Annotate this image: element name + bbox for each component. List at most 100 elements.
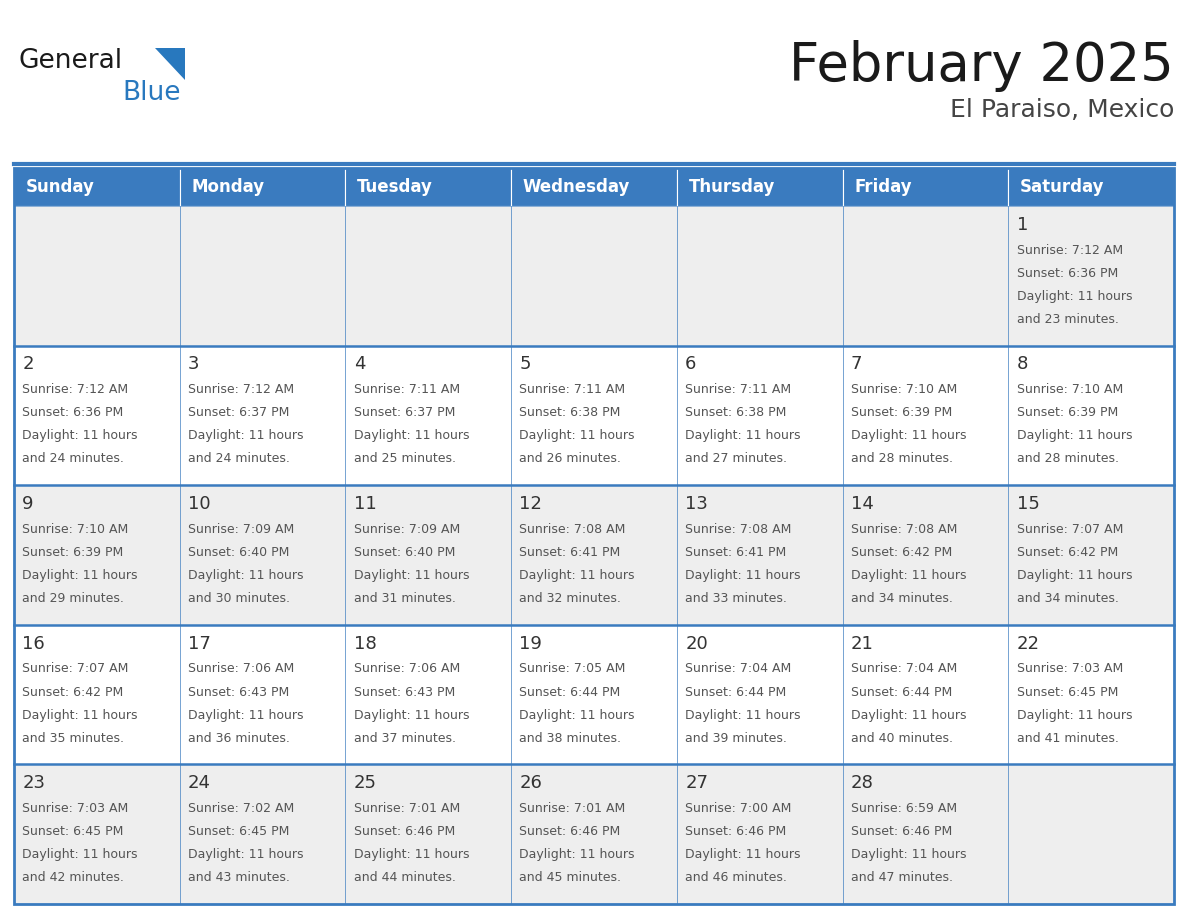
Text: 13: 13	[685, 495, 708, 513]
FancyBboxPatch shape	[14, 345, 179, 486]
Text: Sunset: 6:41 PM: Sunset: 6:41 PM	[685, 546, 786, 559]
FancyBboxPatch shape	[1009, 206, 1174, 345]
Text: Daylight: 11 hours: Daylight: 11 hours	[354, 569, 469, 582]
Text: Sunset: 6:38 PM: Sunset: 6:38 PM	[519, 407, 621, 420]
Text: 15: 15	[1017, 495, 1040, 513]
Text: Saturday: Saturday	[1019, 178, 1105, 196]
Text: and 38 minutes.: and 38 minutes.	[519, 732, 621, 744]
Text: Sunset: 6:38 PM: Sunset: 6:38 PM	[685, 407, 786, 420]
Text: and 29 minutes.: and 29 minutes.	[23, 592, 125, 605]
Text: Daylight: 11 hours: Daylight: 11 hours	[188, 569, 303, 582]
Text: 21: 21	[851, 634, 873, 653]
Text: Daylight: 11 hours: Daylight: 11 hours	[851, 430, 966, 442]
Text: and 28 minutes.: and 28 minutes.	[851, 453, 953, 465]
Text: Friday: Friday	[854, 178, 912, 196]
Text: 28: 28	[851, 774, 873, 792]
Text: Sunset: 6:40 PM: Sunset: 6:40 PM	[188, 546, 290, 559]
Text: and 39 minutes.: and 39 minutes.	[685, 732, 786, 744]
FancyBboxPatch shape	[1009, 486, 1174, 625]
Text: Sunset: 6:36 PM: Sunset: 6:36 PM	[23, 407, 124, 420]
Text: Sunset: 6:42 PM: Sunset: 6:42 PM	[23, 686, 124, 699]
Text: Sunrise: 7:04 AM: Sunrise: 7:04 AM	[685, 663, 791, 676]
Text: 11: 11	[354, 495, 377, 513]
Text: and 45 minutes.: and 45 minutes.	[519, 871, 621, 884]
FancyBboxPatch shape	[511, 625, 677, 765]
Text: 23: 23	[23, 774, 45, 792]
FancyBboxPatch shape	[14, 625, 179, 765]
FancyBboxPatch shape	[346, 345, 511, 486]
Text: 2: 2	[23, 355, 33, 374]
Text: 20: 20	[685, 634, 708, 653]
Text: Sunset: 6:46 PM: Sunset: 6:46 PM	[519, 825, 620, 838]
Text: Daylight: 11 hours: Daylight: 11 hours	[519, 709, 634, 722]
Text: Daylight: 11 hours: Daylight: 11 hours	[1017, 290, 1132, 303]
Text: 14: 14	[851, 495, 873, 513]
Text: Daylight: 11 hours: Daylight: 11 hours	[188, 709, 303, 722]
Text: Blue: Blue	[122, 80, 181, 106]
Text: Sunset: 6:39 PM: Sunset: 6:39 PM	[851, 407, 952, 420]
Text: 17: 17	[188, 634, 211, 653]
FancyBboxPatch shape	[14, 486, 179, 625]
FancyBboxPatch shape	[14, 206, 179, 345]
Text: 9: 9	[23, 495, 33, 513]
Text: Sunrise: 7:09 AM: Sunrise: 7:09 AM	[188, 523, 295, 536]
Text: Sunset: 6:44 PM: Sunset: 6:44 PM	[685, 686, 786, 699]
Text: Sunset: 6:41 PM: Sunset: 6:41 PM	[519, 546, 620, 559]
Text: Sunrise: 7:01 AM: Sunrise: 7:01 AM	[519, 802, 626, 815]
FancyBboxPatch shape	[179, 206, 346, 345]
Text: Sunrise: 7:07 AM: Sunrise: 7:07 AM	[23, 663, 128, 676]
Text: Daylight: 11 hours: Daylight: 11 hours	[685, 848, 801, 861]
FancyBboxPatch shape	[677, 625, 842, 765]
FancyBboxPatch shape	[842, 625, 1009, 765]
Text: Daylight: 11 hours: Daylight: 11 hours	[685, 430, 801, 442]
Text: El Paraiso, Mexico: El Paraiso, Mexico	[949, 98, 1174, 122]
Text: Sunrise: 6:59 AM: Sunrise: 6:59 AM	[851, 802, 958, 815]
FancyBboxPatch shape	[842, 168, 1009, 206]
Text: Daylight: 11 hours: Daylight: 11 hours	[188, 430, 303, 442]
Text: and 36 minutes.: and 36 minutes.	[188, 732, 290, 744]
Text: February 2025: February 2025	[789, 40, 1174, 92]
Text: Sunset: 6:43 PM: Sunset: 6:43 PM	[188, 686, 289, 699]
Text: Sunset: 6:42 PM: Sunset: 6:42 PM	[1017, 546, 1118, 559]
Text: Daylight: 11 hours: Daylight: 11 hours	[188, 848, 303, 861]
Text: Sunrise: 7:11 AM: Sunrise: 7:11 AM	[519, 384, 626, 397]
Text: Sunrise: 7:12 AM: Sunrise: 7:12 AM	[1017, 243, 1123, 257]
FancyBboxPatch shape	[346, 765, 511, 904]
FancyBboxPatch shape	[842, 765, 1009, 904]
Text: Sunset: 6:39 PM: Sunset: 6:39 PM	[23, 546, 124, 559]
Text: Sunrise: 7:12 AM: Sunrise: 7:12 AM	[23, 384, 128, 397]
Text: 26: 26	[519, 774, 542, 792]
Text: Sunset: 6:37 PM: Sunset: 6:37 PM	[354, 407, 455, 420]
Text: Sunrise: 7:08 AM: Sunrise: 7:08 AM	[851, 523, 958, 536]
Text: Sunrise: 7:07 AM: Sunrise: 7:07 AM	[1017, 523, 1123, 536]
Text: Sunset: 6:46 PM: Sunset: 6:46 PM	[685, 825, 786, 838]
Text: Sunrise: 7:08 AM: Sunrise: 7:08 AM	[519, 523, 626, 536]
FancyBboxPatch shape	[677, 168, 842, 206]
Text: Sunset: 6:45 PM: Sunset: 6:45 PM	[1017, 686, 1118, 699]
Text: Sunrise: 7:06 AM: Sunrise: 7:06 AM	[354, 663, 460, 676]
FancyBboxPatch shape	[1009, 625, 1174, 765]
Text: 24: 24	[188, 774, 211, 792]
FancyBboxPatch shape	[1009, 765, 1174, 904]
Text: and 33 minutes.: and 33 minutes.	[685, 592, 786, 605]
Text: and 44 minutes.: and 44 minutes.	[354, 871, 455, 884]
Text: 18: 18	[354, 634, 377, 653]
Text: Sunset: 6:36 PM: Sunset: 6:36 PM	[1017, 267, 1118, 280]
Text: Sunset: 6:40 PM: Sunset: 6:40 PM	[354, 546, 455, 559]
Text: General: General	[19, 48, 124, 74]
Text: Sunrise: 7:04 AM: Sunrise: 7:04 AM	[851, 663, 958, 676]
Text: Sunset: 6:44 PM: Sunset: 6:44 PM	[519, 686, 620, 699]
Text: Daylight: 11 hours: Daylight: 11 hours	[685, 709, 801, 722]
Text: Daylight: 11 hours: Daylight: 11 hours	[354, 430, 469, 442]
Text: and 40 minutes.: and 40 minutes.	[851, 732, 953, 744]
Text: Sunset: 6:46 PM: Sunset: 6:46 PM	[851, 825, 952, 838]
Text: and 28 minutes.: and 28 minutes.	[1017, 453, 1119, 465]
Text: Daylight: 11 hours: Daylight: 11 hours	[519, 848, 634, 861]
Text: Daylight: 11 hours: Daylight: 11 hours	[851, 569, 966, 582]
Text: Daylight: 11 hours: Daylight: 11 hours	[23, 848, 138, 861]
Text: Daylight: 11 hours: Daylight: 11 hours	[851, 709, 966, 722]
Text: 8: 8	[1017, 355, 1028, 374]
Text: and 34 minutes.: and 34 minutes.	[1017, 592, 1118, 605]
Text: and 26 minutes.: and 26 minutes.	[519, 453, 621, 465]
Text: Sunday: Sunday	[26, 178, 95, 196]
